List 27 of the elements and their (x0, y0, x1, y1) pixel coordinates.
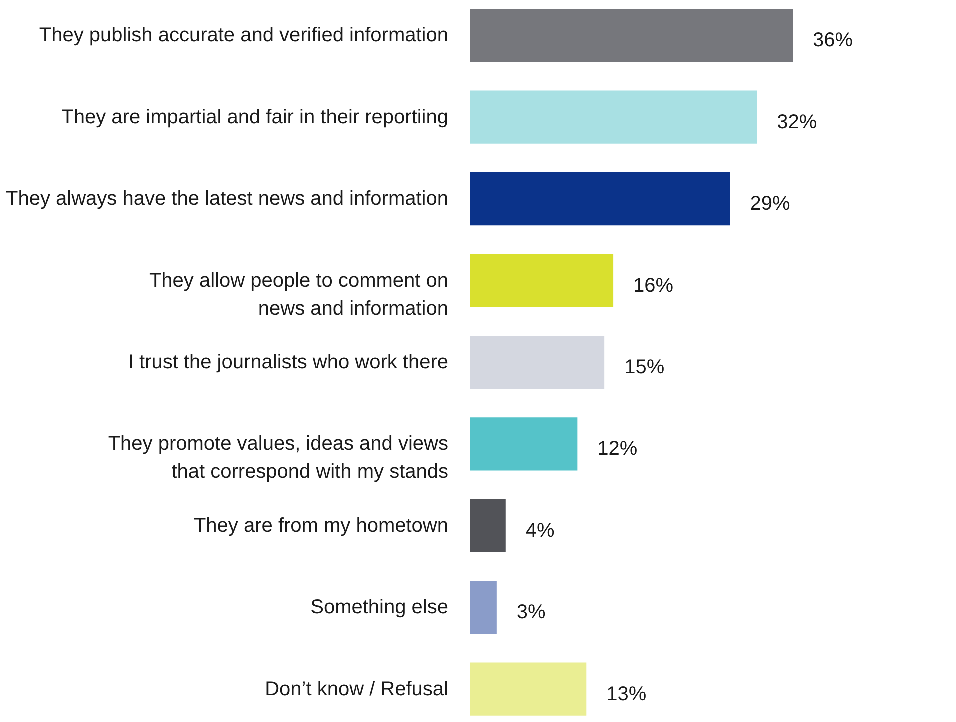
data-label: 12% (598, 438, 638, 460)
data-label: 13% (606, 683, 647, 706)
bar (470, 90, 758, 144)
bar (470, 172, 730, 226)
y-tick-label: Don’t know / Refusal (265, 678, 448, 700)
y-tick-label: They allow people to comment on news and information (149, 270, 448, 320)
y-tick-label: They always have the latest news and information (6, 188, 448, 210)
data-label: 16% (634, 274, 674, 297)
y-tick-label: They promote values, ideas and views that correspond with my stands (108, 433, 448, 484)
data-label: 15% (624, 356, 665, 378)
bar (470, 9, 793, 62)
data-label: 29% (750, 193, 790, 216)
y-tick-label: I trust the journalists who work there (128, 352, 448, 374)
bar (470, 336, 605, 390)
y-tick-label: They publish accurate and verified information (39, 24, 448, 47)
data-label: 32% (777, 111, 818, 134)
bar (470, 499, 506, 552)
y-tick-label: They are impartial and fair in their reportiing (62, 106, 448, 128)
data-label: 3% (516, 602, 546, 624)
bar (470, 662, 587, 716)
bar (470, 418, 578, 471)
data-label: 4% (526, 520, 556, 542)
bar (470, 581, 497, 634)
data-label: 36% (813, 30, 854, 52)
bar (470, 254, 614, 308)
y-tick-label: Something else (310, 596, 448, 619)
y-tick-label: They are from my hometown (194, 514, 448, 537)
